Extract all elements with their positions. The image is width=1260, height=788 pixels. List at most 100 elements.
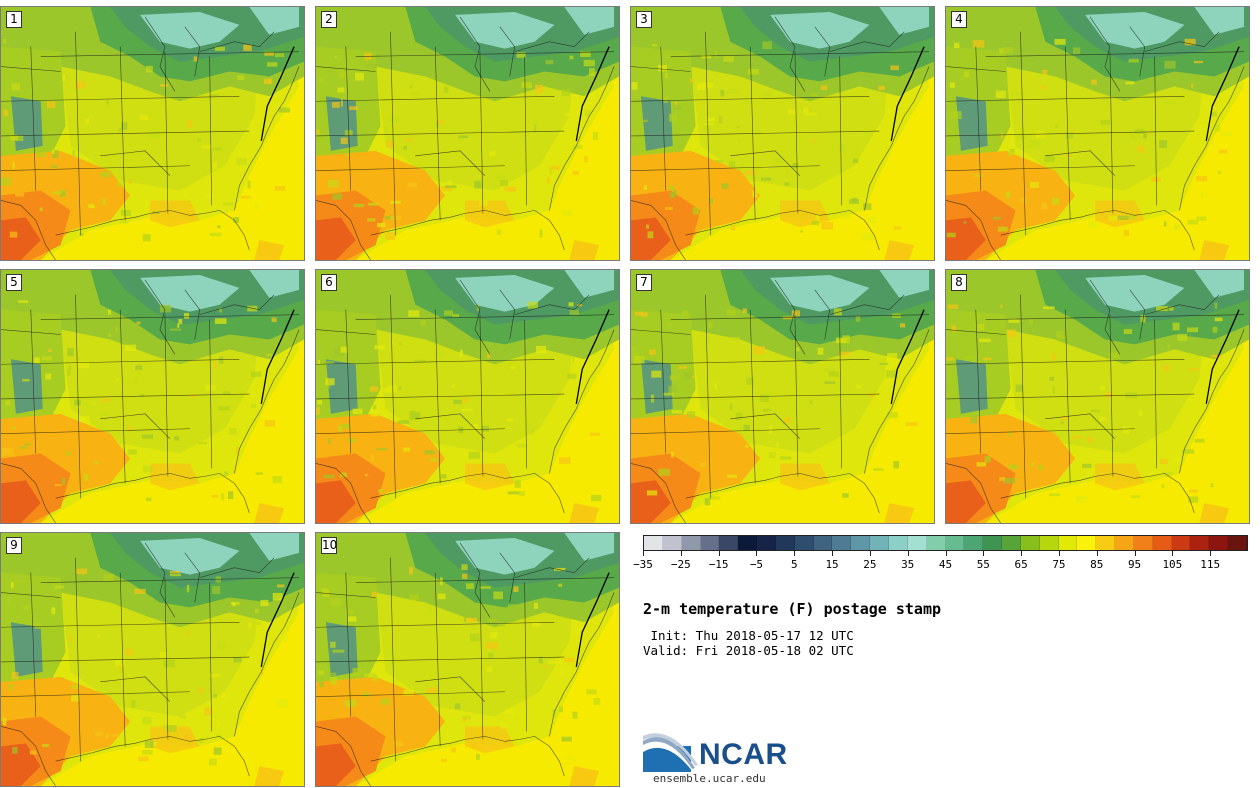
member-number-label: 3 <box>636 11 652 28</box>
colorbar-tick <box>1210 551 1212 556</box>
member-number-label: 9 <box>6 537 22 554</box>
colorbar-tick-label: −5 <box>749 558 764 571</box>
colorbar-tick-label: 35 <box>901 558 915 571</box>
colorbar-swatch <box>945 536 965 550</box>
ensemble-member-map: 10 <box>315 532 620 787</box>
temperature-field <box>631 270 934 523</box>
colorbar-swatch <box>983 536 1003 550</box>
ensemble-member-map: 3 <box>630 6 935 261</box>
colorbar-tick <box>1172 551 1174 556</box>
colorbar-swatch <box>1077 536 1097 550</box>
colorbar-tick-label: 15 <box>825 558 839 571</box>
colorbar-tick-label: 25 <box>863 558 877 571</box>
colorbar-ticks: −35 −25 −15 −5 5 15 25 35 45 55 65 75 85 95 105 115 <box>633 551 1248 581</box>
colorbar-swatch <box>1133 536 1153 550</box>
colorbar-swatch <box>1228 536 1247 550</box>
temperature-field <box>316 533 619 786</box>
colorbar-tick <box>1021 551 1023 556</box>
temperature-field <box>316 270 619 523</box>
colorbar-tick-label: 65 <box>1014 558 1028 571</box>
ncar-swoosh-icon <box>643 733 698 772</box>
colorbar-tick <box>907 551 909 556</box>
colorbar-tick <box>945 551 947 556</box>
colorbar-swatch <box>757 536 776 550</box>
colorbar-swatch <box>907 536 927 550</box>
colorbar-tick <box>680 551 682 556</box>
colorbar-swatch <box>1209 536 1229 550</box>
valid-time: Valid: Fri 2018-05-18 02 UTC <box>643 643 854 658</box>
temperature-colorbar <box>643 535 1248 551</box>
colorbar-tick-label: 5 <box>790 558 798 571</box>
temperature-field <box>946 270 1249 523</box>
colorbar-swatch <box>813 536 833 550</box>
logo-wordmark: NCAR <box>699 738 788 771</box>
colorbar-tick <box>869 551 871 556</box>
temperature-field <box>1 533 304 786</box>
temperature-field <box>946 7 1249 260</box>
colorbar-tick <box>718 551 720 556</box>
member-number-label: 8 <box>951 274 967 291</box>
colorbar-swatch <box>681 536 701 550</box>
colorbar-swatch <box>1058 536 1078 550</box>
colorbar-swatch <box>662 536 682 550</box>
ncar-logo: NCAR <box>643 732 793 784</box>
ensemble-member-map: 9 <box>0 532 305 787</box>
colorbar-swatch <box>775 536 795 550</box>
colorbar-tick-label: 105 <box>1162 558 1183 571</box>
colorbar-tick <box>1096 551 1098 556</box>
colorbar-swatch <box>1002 536 1021 550</box>
temperature-field <box>1 7 304 260</box>
temperature-field <box>1 270 304 523</box>
colorbar-tick <box>1058 551 1060 556</box>
ensemble-member-map: 8 <box>945 269 1250 524</box>
colorbar-tick-label: −25 <box>670 558 691 571</box>
colorbar-tick-label: 85 <box>1090 558 1104 571</box>
colorbar-swatch <box>1115 536 1134 550</box>
colorbar-swatch <box>888 536 908 550</box>
member-number-label: 1 <box>6 11 22 28</box>
member-number-label: 4 <box>951 11 967 28</box>
colorbar-swatch <box>644 536 663 550</box>
ensemble-member-map: 1 <box>0 6 305 261</box>
colorbar-tick-label: −35 <box>633 558 653 571</box>
ensemble-member-map: 6 <box>315 269 620 524</box>
member-number-label: 5 <box>6 274 22 291</box>
colorbar-swatch <box>1039 536 1059 550</box>
temperature-field <box>631 7 934 260</box>
member-number-label: 6 <box>321 274 337 291</box>
colorbar-swatch <box>719 536 739 550</box>
ensemble-member-map: 4 <box>945 6 1250 261</box>
colorbar-tick-label: 55 <box>976 558 990 571</box>
colorbar-tick <box>832 551 834 556</box>
colorbar-swatch <box>1171 536 1191 550</box>
colorbar-tick <box>794 551 796 556</box>
colorbar-tick <box>983 551 985 556</box>
colorbar-swatch <box>1152 536 1172 550</box>
colorbar-swatch <box>851 536 871 550</box>
ensemble-member-map: 5 <box>0 269 305 524</box>
colorbar-swatch <box>832 536 852 550</box>
ensemble-member-map: 2 <box>315 6 620 261</box>
colorbar-swatch <box>1190 536 1210 550</box>
member-number-label: 2 <box>321 11 337 28</box>
chart-title: 2-m temperature (F) postage stamp <box>643 600 942 618</box>
colorbar-swatch <box>794 536 814 550</box>
colorbar-tick <box>643 551 644 556</box>
colorbar-swatch <box>700 536 720 550</box>
ensemble-member-map: 7 <box>630 269 935 524</box>
colorbar-swatch <box>870 536 889 550</box>
member-number-label: 7 <box>636 274 652 291</box>
colorbar-tick-label: 115 <box>1200 558 1221 571</box>
colorbar-tick-label: 75 <box>1052 558 1066 571</box>
member-number-label: 10 <box>321 537 338 554</box>
colorbar-swatch <box>1096 536 1116 550</box>
colorbar-swatch <box>964 536 984 550</box>
colorbar-swatch <box>1020 536 1040 550</box>
colorbar-tick <box>1134 551 1136 556</box>
colorbar-swatch <box>738 536 758 550</box>
init-time: Init: Thu 2018-05-17 12 UTC <box>643 628 854 643</box>
colorbar-tick-label: 45 <box>938 558 953 571</box>
colorbar-tick <box>756 551 758 556</box>
colorbar-swatch <box>926 536 946 550</box>
colorbar-tick-label: 95 <box>1127 558 1142 571</box>
